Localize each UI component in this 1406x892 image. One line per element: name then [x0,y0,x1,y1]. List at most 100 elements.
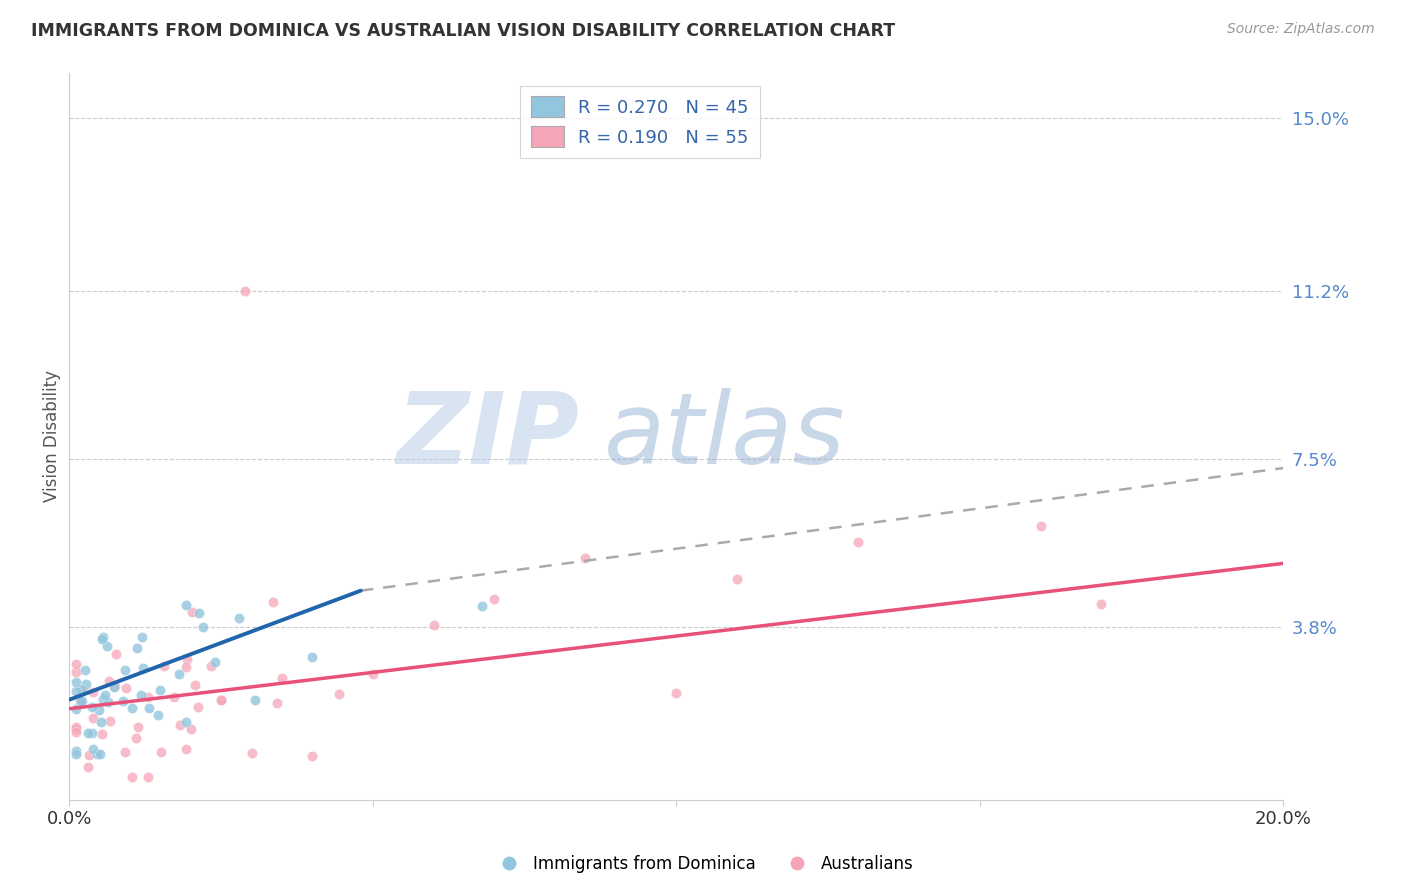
Point [70,694,93,708]
Point [180,722,202,736]
Point [69,693,91,707]
Point [1029,519,1052,533]
Point [240,746,263,760]
Point [90,726,112,740]
Point [174,741,197,756]
Point [72,682,94,697]
Point [204,655,226,669]
Point [187,699,209,714]
Point [243,693,266,707]
Point [89,747,111,761]
Point [422,618,444,632]
Point [77,760,100,774]
Point [169,718,191,732]
Point [65,657,87,671]
Point [82,742,104,756]
Point [484,591,506,606]
Point [121,770,143,784]
Point [200,659,222,673]
Point [82,711,104,725]
Point [98,714,121,728]
Point [328,687,350,701]
Point [70,691,93,706]
Point [91,632,114,646]
Point [167,667,190,681]
Point [266,696,288,710]
Point [180,605,202,619]
Point [235,284,257,298]
Point [87,703,110,717]
Point [65,722,87,736]
Point [132,661,155,675]
Point [65,675,87,690]
Point [262,595,284,609]
Point [270,671,292,685]
Point [209,693,232,707]
Point [146,708,169,723]
Point [86,747,108,761]
Point [301,650,323,665]
Point [80,726,103,740]
Point [65,747,87,761]
Point [184,678,207,692]
Point [188,606,211,620]
Point [65,744,87,758]
Point [848,534,870,549]
Point [115,681,138,695]
Point [114,745,136,759]
Point [77,747,100,762]
Point [80,700,103,714]
Point [91,630,114,644]
Point [361,667,384,681]
Point [191,620,214,634]
Point [76,726,98,740]
Point [125,641,148,656]
Point [65,684,87,698]
Text: IMMIGRANTS FROM DOMINICA VS AUSTRALIAN VISION DISABILITY CORRELATION CHART: IMMIGRANTS FROM DOMINICA VS AUSTRALIAN V… [31,22,896,40]
Point [127,720,149,734]
Point [114,664,136,678]
Legend: Immigrants from Dominica, Australians: Immigrants from Dominica, Australians [486,848,920,880]
Point [73,663,96,677]
Point [665,686,688,700]
Point [301,748,323,763]
Point [91,691,114,706]
Point [174,598,197,612]
Point [103,681,125,695]
Point [94,689,117,703]
Point [125,731,148,745]
Point [176,651,198,665]
Point [69,690,91,705]
Point [138,700,160,714]
Point [174,659,197,673]
Point [150,745,173,759]
Point [1090,597,1112,611]
Point [69,696,91,710]
Point [228,610,250,624]
Point [65,725,87,739]
Point [97,695,120,709]
Point [105,647,128,661]
Point [82,684,104,698]
Point [725,572,748,586]
Point [98,673,121,688]
Point [574,550,596,565]
Text: ZIP: ZIP [396,388,579,484]
Point [65,665,87,680]
Point [209,693,232,707]
Point [149,683,172,698]
Y-axis label: Vision Disability: Vision Disability [44,370,60,502]
Point [112,693,135,707]
Point [136,770,159,784]
Legend: R = 0.270   N = 45, R = 0.190   N = 55: R = 0.270 N = 45, R = 0.190 N = 55 [520,86,759,158]
Point [70,681,93,696]
Point [174,714,197,729]
Point [162,690,184,705]
Point [104,679,127,693]
Text: atlas: atlas [603,388,845,484]
Point [75,677,97,691]
Point [136,690,159,704]
Point [153,659,176,673]
Point [65,720,87,734]
Point [129,688,152,702]
